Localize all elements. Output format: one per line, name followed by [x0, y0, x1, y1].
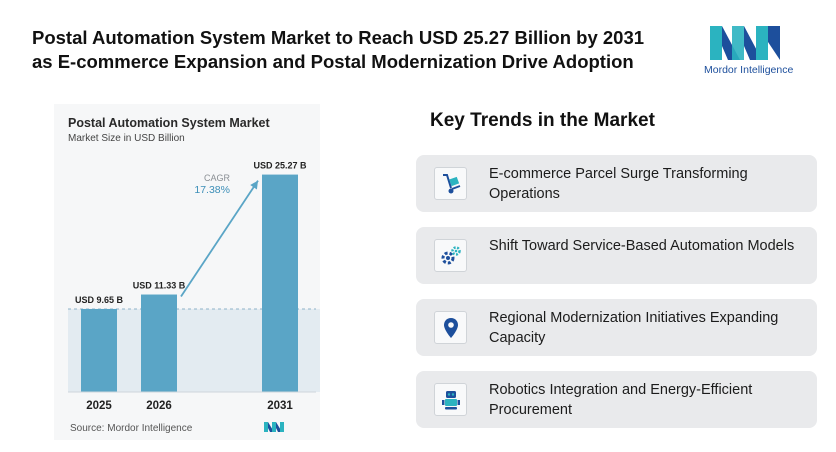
bar-2031 [262, 174, 298, 392]
cagr-arrow-line [180, 180, 259, 298]
trend-text-service: Shift Toward Service-Based Automation Mo… [489, 238, 795, 254]
hand-truck-icon [434, 167, 467, 200]
trend-card-service: Shift Toward Service-Based Automation Mo… [416, 227, 817, 284]
chart-source: Source: Mordor Intelligence [70, 423, 193, 434]
trends-title: Key Trends in the Market [430, 110, 655, 131]
chart-subtitle: Market Size in USD Billion [68, 133, 185, 144]
headline: Postal Automation System Market to Reach… [32, 26, 692, 74]
data-label-2025: USD 9.65 B [75, 295, 124, 305]
headline-line-1: Postal Automation System Market to Reach… [32, 27, 645, 48]
cagr-arrow-head [250, 180, 258, 190]
robot-icon [434, 383, 467, 416]
brand-name-part-2: Intelligence [737, 64, 794, 76]
trend-text-robotics: Robotics Integration and Energy-Efficien… [489, 382, 753, 418]
bar-chart: USD 9.65 B 2025 USD 11.33 B 2026 USD 25.27 B… [68, 161, 320, 432]
brand-name-part-1: Mordor [704, 64, 738, 76]
source-logo-icon [264, 422, 284, 432]
cagr-label: CAGR [204, 173, 231, 183]
cagr-value: 17.38% [194, 184, 230, 196]
x-tick-label-2026: 2026 [146, 400, 172, 412]
chart-title: Postal Automation System Market [68, 116, 270, 130]
data-label-2031: USD 25.27 B [253, 161, 307, 171]
trend-text-regional: Regional Modernization Initiatives Expan… [489, 310, 779, 346]
trend-text-ecommerce: E-commerce Parcel Surge Transforming Ope… [489, 166, 748, 202]
brand-name: Mordor Intelligence [704, 64, 793, 76]
headline-line-2: as E-commerce Expansion and Postal Moder… [32, 51, 634, 72]
data-label-2026: USD 11.33 B [133, 281, 186, 291]
mordor-logo-icon [710, 26, 780, 60]
bar-2025 [81, 308, 117, 392]
trend-card-robotics: Robotics Integration and Energy-Efficien… [416, 371, 817, 428]
x-tick-label-2031: 2031 [267, 400, 293, 412]
x-tick-label-2025: 2025 [86, 400, 112, 412]
location-pin-icon [434, 311, 467, 344]
trend-card-regional: Regional Modernization Initiatives Expan… [416, 299, 817, 356]
gears-icon [434, 239, 467, 272]
trend-card-ecommerce: E-commerce Parcel Surge Transforming Ope… [416, 155, 817, 212]
bar-2026 [141, 294, 177, 392]
